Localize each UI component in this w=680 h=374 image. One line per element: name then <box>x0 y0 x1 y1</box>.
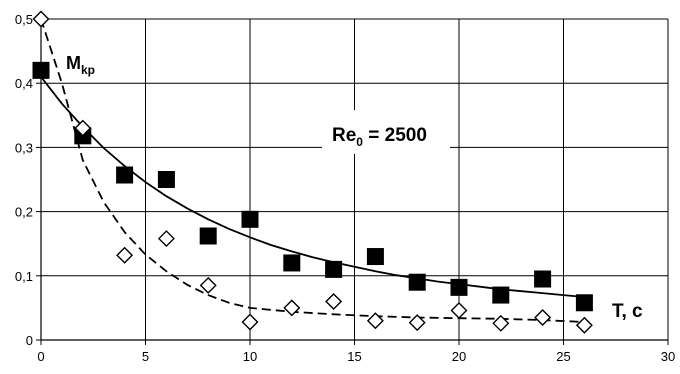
diamond-marker <box>450 301 468 319</box>
diamond-marker <box>116 246 134 264</box>
square-marker <box>157 171 175 188</box>
diamond-marker <box>408 314 426 332</box>
annotation-box: Re0 = 2500 <box>322 110 450 154</box>
annotation-main: Re <box>332 125 356 146</box>
x-tick-label: 30 <box>661 349 675 364</box>
square-marker <box>450 278 468 296</box>
y-tick-label: 0,5 <box>15 12 33 27</box>
y-tick-label: 0,2 <box>15 205 33 220</box>
square-marker <box>408 273 426 291</box>
diamond-marker <box>325 292 343 310</box>
annotation-rest: = 2500 <box>363 125 427 146</box>
square-marker <box>32 61 50 79</box>
diamond-marker <box>492 314 510 332</box>
square-marker <box>283 254 301 272</box>
y-tick-label: 0,4 <box>15 76 33 91</box>
y-tick-label: 0 <box>26 333 33 348</box>
diamond-marker <box>199 276 217 294</box>
diamond-marker <box>241 313 259 331</box>
x-tick-label: 25 <box>556 349 570 364</box>
x-tick-label: 5 <box>142 349 149 364</box>
diamond-marker <box>74 119 92 137</box>
diamond-marker <box>283 299 301 317</box>
square-marker <box>575 294 593 312</box>
square-marker <box>116 166 134 184</box>
y-axis-label: Mkp <box>66 53 95 77</box>
annotation-text: Re0 = 2500 <box>332 125 427 149</box>
x-tick-label: 15 <box>347 349 361 364</box>
square-marker <box>199 227 217 245</box>
labels: Mkp T, c Re0 = 2500 <box>66 53 643 322</box>
diamond-marker <box>534 309 552 327</box>
annotation-sub: 0 <box>356 135 363 149</box>
markers <box>32 10 593 334</box>
y-axis-label-sub: kp <box>81 63 95 77</box>
square-marker <box>534 270 552 288</box>
square-marker <box>325 260 343 278</box>
diamond-marker <box>575 316 593 334</box>
x-tick-label: 20 <box>452 349 466 364</box>
square-marker <box>366 248 384 266</box>
y-axis-label-main: M <box>66 53 81 73</box>
x-tick-label: 10 <box>243 349 257 364</box>
square-marker <box>241 210 259 228</box>
diamond-marker <box>366 312 384 330</box>
y-tick-label: 0,3 <box>15 140 33 155</box>
square-marker <box>492 286 510 304</box>
diamond-marker <box>32 10 50 28</box>
fit-curve-solid <box>40 76 585 298</box>
y-tick-label: 0,1 <box>15 269 33 284</box>
x-axis-label: T, c <box>612 301 643 322</box>
grid <box>41 18 669 340</box>
diamond-marker <box>157 230 175 248</box>
x-tick-label: 0 <box>37 349 44 364</box>
